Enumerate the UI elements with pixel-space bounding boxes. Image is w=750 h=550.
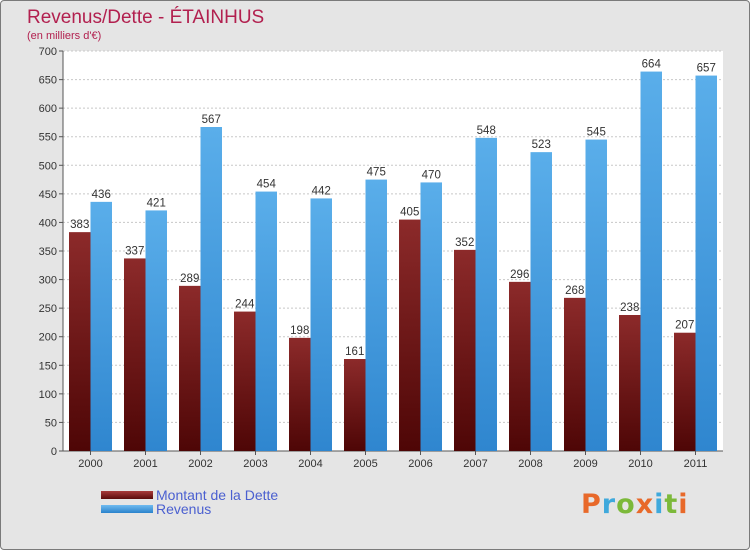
y-tick-label: 700 <box>39 46 57 58</box>
data-label-revenue: 470 <box>422 169 441 181</box>
x-tick-label: 2005 <box>353 458 377 470</box>
data-label-revenue: 421 <box>147 197 166 209</box>
bar-debt <box>179 285 201 451</box>
bar-debt <box>454 249 476 451</box>
bar-revenue <box>585 139 607 452</box>
bar-revenue <box>145 210 167 451</box>
chart-title: Revenus/Dette - ÉTAINHUS <box>27 7 265 28</box>
bar-debt <box>674 332 696 451</box>
data-label-revenue: 664 <box>642 59 662 71</box>
bar-revenue <box>90 201 112 451</box>
legend-swatch-debt <box>101 491 153 499</box>
x-tick-label: 2004 <box>298 458 322 470</box>
legend-item-debt: Montant de la Dette <box>101 487 278 503</box>
x-tick-label: 2008 <box>518 458 542 470</box>
data-label-debt: 238 <box>620 302 639 314</box>
bar-revenue <box>640 71 662 452</box>
logo-letter: o <box>616 489 636 520</box>
proxiti-logo: Proxiti <box>581 489 689 520</box>
data-label-revenue: 548 <box>477 125 496 137</box>
logo-letter: P <box>581 489 602 520</box>
y-tick-label: 400 <box>39 217 57 229</box>
y-tick-label: 450 <box>39 189 57 201</box>
data-label-debt: 337 <box>125 245 144 257</box>
x-tick-label: 2010 <box>628 458 652 470</box>
x-tick-label: 2002 <box>188 458 212 470</box>
logo-letter: t <box>664 489 679 520</box>
legend-label-debt: Montant de la Dette <box>156 487 279 503</box>
y-tick-label: 500 <box>39 160 57 172</box>
chart-subtitle: (en milliers d'€) <box>27 30 102 42</box>
bar-debt <box>619 315 641 451</box>
data-label-debt: 383 <box>70 219 89 231</box>
x-tick-label: 2011 <box>684 458 708 470</box>
bar-revenue <box>530 152 552 451</box>
bar-debt <box>69 232 91 451</box>
bar-debt <box>509 281 531 451</box>
bar-debt <box>289 337 311 451</box>
data-label-revenue: 523 <box>532 139 551 151</box>
y-tick-label: 250 <box>39 303 57 315</box>
logo-letter: x <box>635 489 655 520</box>
y-tick-label: 0 <box>51 446 57 458</box>
bar-revenue <box>420 182 442 451</box>
bar-revenue <box>475 137 497 451</box>
bar-revenue <box>695 75 717 452</box>
data-label-debt: 207 <box>675 320 694 332</box>
y-tick-label: 600 <box>39 103 57 115</box>
y-tick-label: 550 <box>39 132 57 144</box>
bar-debt <box>344 359 366 451</box>
logo-letter: r <box>601 489 617 520</box>
y-tick-label: 300 <box>39 275 57 287</box>
y-tick-label: 650 <box>39 75 57 87</box>
x-tick-label: 2001 <box>133 458 157 470</box>
bar-debt <box>124 258 146 451</box>
bar-debt <box>399 219 421 451</box>
data-label-revenue: 442 <box>312 185 331 197</box>
data-label-debt: 289 <box>180 273 199 285</box>
bar-revenue <box>310 198 332 451</box>
x-tick-label: 2007 <box>463 458 487 470</box>
data-label-debt: 296 <box>510 269 529 281</box>
y-tick-label: 50 <box>45 417 57 429</box>
data-label-debt: 405 <box>400 207 419 219</box>
y-tick-label: 350 <box>39 246 57 258</box>
data-label-revenue: 567 <box>202 114 221 126</box>
bar-revenue <box>200 127 222 451</box>
bar-debt <box>564 297 586 451</box>
logo-letter: i <box>678 489 689 520</box>
x-tick-label: 2009 <box>573 458 597 470</box>
x-tick-label: 2000 <box>78 458 102 470</box>
x-tick-label: 2003 <box>243 458 267 470</box>
data-label-debt: 244 <box>235 299 255 311</box>
legend-swatch-revenue <box>101 505 153 513</box>
data-label-debt: 161 <box>345 346 364 358</box>
data-label-debt: 268 <box>565 285 584 297</box>
legend-item-revenue: Revenus <box>101 501 211 517</box>
data-label-revenue: 545 <box>587 127 606 139</box>
data-label-revenue: 475 <box>367 167 386 179</box>
data-label-revenue: 436 <box>92 189 111 201</box>
y-tick-label: 200 <box>39 332 57 344</box>
y-tick-label: 150 <box>39 360 57 372</box>
x-tick-label: 2006 <box>408 458 432 470</box>
data-label-debt: 198 <box>290 325 309 337</box>
legend-label-revenue: Revenus <box>156 501 212 517</box>
bar-debt <box>234 311 256 451</box>
data-label-revenue: 454 <box>257 179 277 191</box>
data-label-debt: 352 <box>455 237 474 249</box>
y-tick-label: 100 <box>39 389 57 401</box>
logo-letter: i <box>654 489 665 520</box>
bar-revenue <box>365 179 387 452</box>
data-label-revenue: 657 <box>697 63 716 75</box>
bar-revenue <box>255 191 277 452</box>
